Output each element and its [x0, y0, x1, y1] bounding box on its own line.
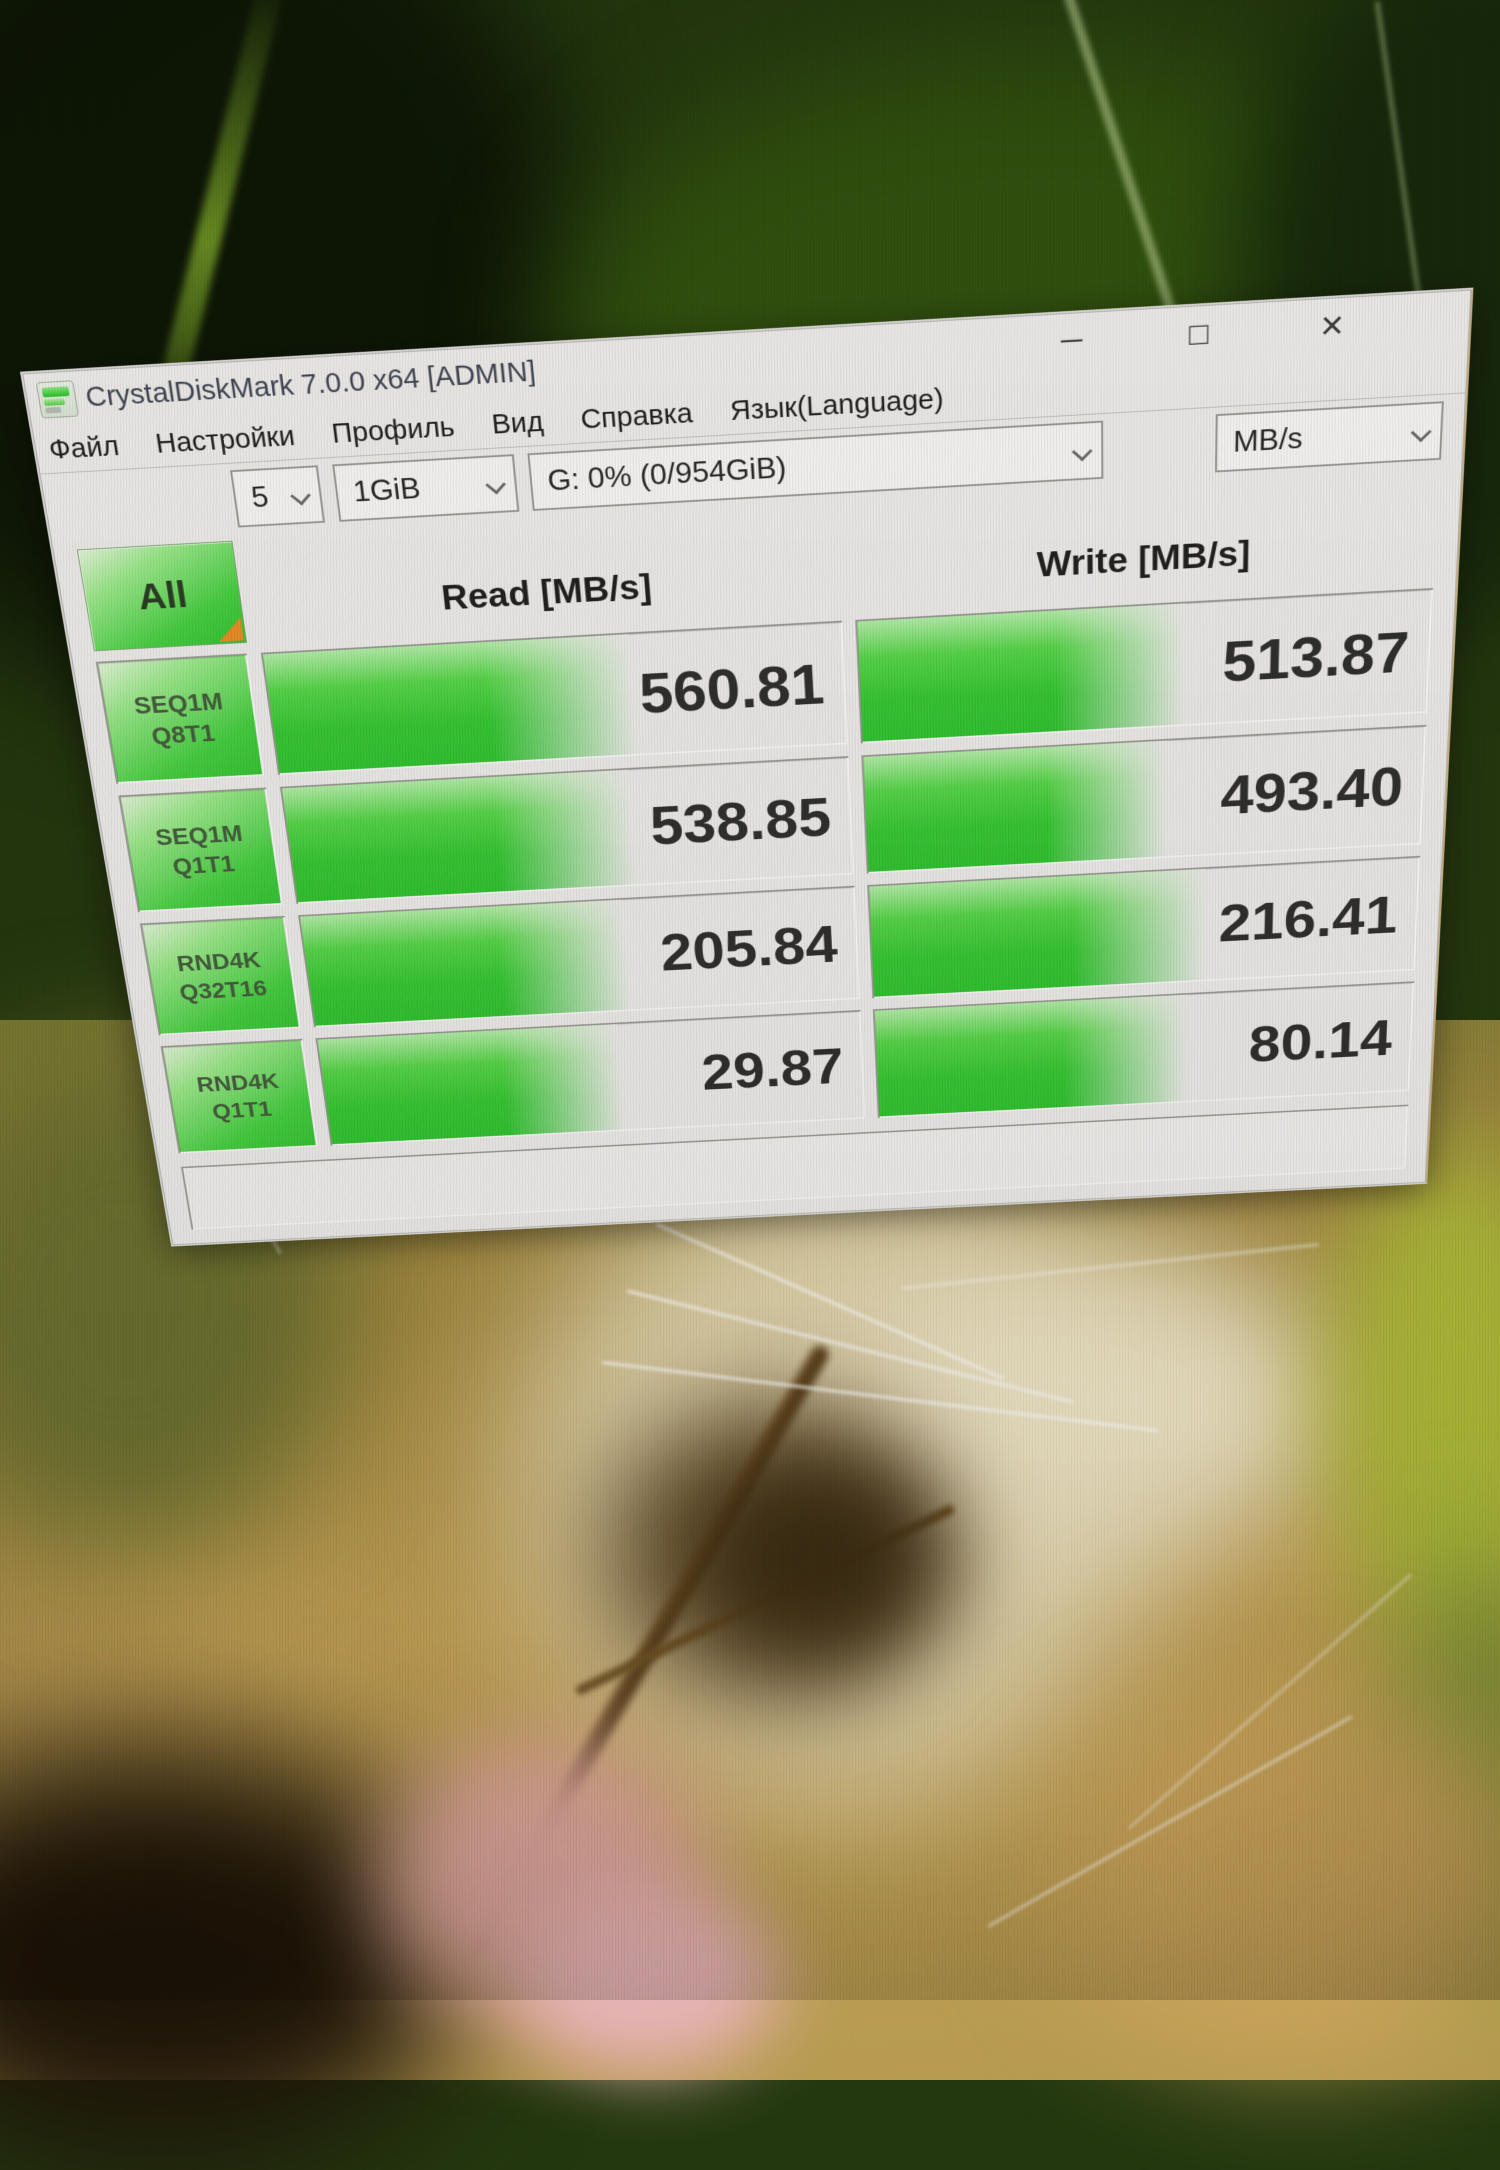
write-result-cell[interactable]: 216.41: [867, 855, 1421, 999]
menu-file[interactable]: Файл: [46, 430, 122, 465]
close-button[interactable]: ×: [1295, 301, 1369, 350]
test-label-cell[interactable]: RND4K Q1T1: [160, 1038, 318, 1154]
wallpaper-blob: [520, 1890, 780, 2070]
unit-dropdown[interactable]: MB/s: [1215, 401, 1444, 473]
menu-view[interactable]: Вид: [490, 406, 545, 440]
target-drive-value: G: 0% (0/954GiB): [546, 450, 788, 498]
chevron-down-icon: [486, 475, 503, 491]
test-type: RND4K: [194, 1069, 281, 1097]
read-result-value: 205.84: [658, 915, 839, 982]
test-queue-thread: Q1T1: [210, 1097, 274, 1124]
test-count-value: 5: [249, 480, 271, 514]
test-type: RND4K: [175, 947, 263, 976]
test-type: SEQ1M: [131, 688, 225, 719]
maximize-button[interactable]: □: [1163, 309, 1236, 358]
write-result-value: 513.87: [1222, 620, 1411, 694]
read-result-cell[interactable]: 538.85: [279, 756, 854, 904]
read-result-cell[interactable]: 560.81: [260, 620, 848, 775]
write-result-value: 216.41: [1218, 885, 1399, 953]
menu-language[interactable]: Язык(Language): [729, 383, 944, 427]
test-queue-thread: Q1T1: [170, 851, 237, 880]
chevron-down-icon: [1074, 442, 1090, 458]
orange-corner-marker: [215, 617, 244, 642]
wallpaper-blob: [700, 1460, 940, 1660]
write-result-value: 493.40: [1220, 755, 1405, 827]
read-result-value: 538.85: [647, 786, 833, 857]
menu-settings[interactable]: Настройки: [153, 420, 297, 459]
write-result-cell[interactable]: 513.87: [855, 587, 1433, 744]
test-label-cell[interactable]: SEQ1M Q8T1: [95, 653, 265, 784]
test-queue-thread: Q32T16: [177, 976, 269, 1005]
crystaldiskmark-window: CrystalDiskMark 7.0.0 x64 [ADMIN] ─ □ × …: [19, 287, 1474, 1247]
app-icon: [35, 380, 80, 419]
test-type: SEQ1M: [153, 820, 245, 851]
read-result-cell[interactable]: 29.87: [315, 1009, 866, 1146]
chevron-down-icon: [1412, 423, 1428, 439]
all-tests-label: All: [134, 574, 190, 618]
test-size-value: 1GiB: [351, 471, 423, 508]
test-label-cell[interactable]: SEQ1M Q1T1: [118, 787, 283, 913]
write-result-value: 80.14: [1248, 1009, 1394, 1073]
write-result-cell[interactable]: 493.40: [861, 724, 1427, 874]
read-result-cell[interactable]: 205.84: [298, 885, 860, 1028]
test-label-cell[interactable]: RND4K Q32T16: [139, 915, 301, 1036]
all-tests-button[interactable]: All: [76, 540, 248, 652]
read-result-value: 29.87: [699, 1038, 845, 1101]
test-count-dropdown[interactable]: 5: [230, 465, 326, 528]
chevron-down-icon: [291, 487, 308, 503]
menu-help[interactable]: Справка: [579, 398, 694, 435]
menu-profile[interactable]: Профиль: [329, 411, 457, 449]
minimize-button[interactable]: ─: [1035, 317, 1107, 366]
close-icon: ×: [1319, 303, 1345, 349]
minimize-icon: ─: [1060, 323, 1083, 358]
unit-value: MB/s: [1232, 421, 1304, 459]
test-size-dropdown[interactable]: 1GiB: [332, 454, 520, 522]
test-queue-thread: Q8T1: [149, 720, 217, 750]
read-result-value: 560.81: [636, 652, 826, 726]
write-result-cell[interactable]: 80.14: [872, 981, 1415, 1118]
maximize-icon: □: [1188, 315, 1209, 352]
